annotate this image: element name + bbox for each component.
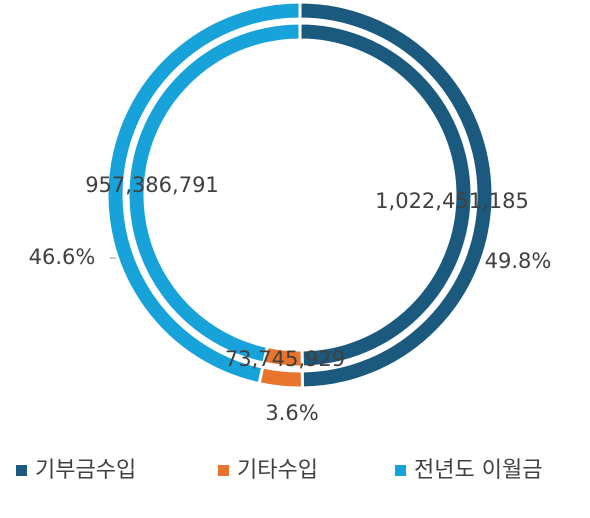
legend-label: 전년도 이월금 [414,458,542,483]
legend-swatch [395,465,406,476]
data-label: 49.8% [485,249,552,273]
legend-swatch [218,465,229,476]
data-label: 1,022,451,185 [375,189,529,213]
legend-label: 기타수입 [237,458,318,483]
donut-segment [105,0,302,386]
legend-label: 기부금수입 [35,458,136,483]
data-label: 73,745,929 [225,347,345,371]
data-label: 3.6% [265,401,318,425]
legend-swatch [16,465,27,476]
data-label: 957,386,791 [85,173,219,197]
data-label: 46.6% [29,245,96,269]
donut-segment [126,21,302,365]
